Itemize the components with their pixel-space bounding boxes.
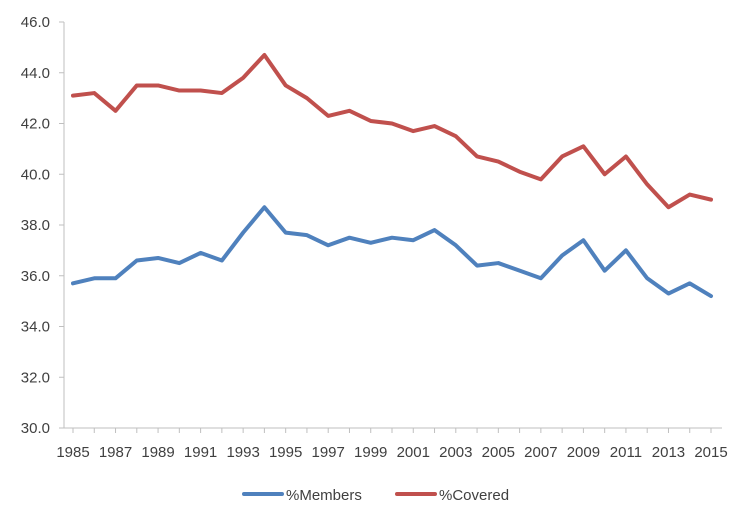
x-tick-label: 2003 <box>439 444 472 461</box>
x-tick-label: 2007 <box>524 444 557 461</box>
x-tick-label: 2015 <box>694 444 727 461</box>
x-tick-label: 1995 <box>269 444 302 461</box>
y-tick-label: 38.0 <box>21 217 50 234</box>
x-axis-ticks: 1985 1987 1989 1991 1993 1995 1997 1999 2001 2003… <box>56 428 728 461</box>
x-tick-label: 2011 <box>610 444 642 461</box>
x-tick-label: 2009 <box>567 444 600 461</box>
x-tick-label: 1999 <box>354 444 387 461</box>
y-tick-label: 46.0 <box>21 14 50 31</box>
x-tick-label: 1987 <box>99 444 132 461</box>
series-line-members <box>71 205 713 299</box>
y-axis-ticks: 30.0 32.0 34.0 36.0 38.0 40.0 42.0 44.0 46.0 <box>21 14 64 437</box>
y-tick-label: 32.0 <box>21 369 50 386</box>
x-tick-label: 1997 <box>312 444 345 461</box>
y-tick-label: 30.0 <box>21 420 50 437</box>
x-tick-label: 1991 <box>184 444 217 461</box>
x-tick-label: 1993 <box>226 444 259 461</box>
series-line-covered <box>71 52 713 210</box>
x-tick-label: 1985 <box>56 444 89 461</box>
x-tick-label: 1989 <box>141 444 174 461</box>
y-tick-label: 36.0 <box>21 268 50 285</box>
y-tick-label: 42.0 <box>21 116 50 133</box>
legend-label-members: %Members <box>286 487 362 504</box>
x-tick-label: 2005 <box>482 444 515 461</box>
y-tick-label: 34.0 <box>21 319 50 336</box>
legend-label-covered: %Covered <box>439 487 509 504</box>
series-lines <box>71 52 713 299</box>
axes <box>63 22 722 429</box>
legend: %Members %Covered <box>242 487 509 504</box>
y-tick-label: 40.0 <box>21 166 50 183</box>
x-tick-label: 2013 <box>652 444 685 461</box>
y-tick-label: 44.0 <box>21 65 50 82</box>
x-tick-label: 2001 <box>397 444 430 461</box>
